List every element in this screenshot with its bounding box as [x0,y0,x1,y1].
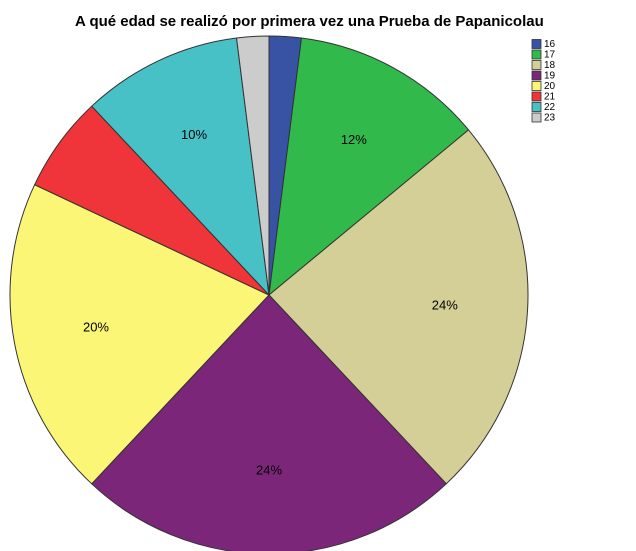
legend-swatch [531,70,542,81]
data-label: 12% [341,132,367,147]
pie-slice [90,37,270,297]
legend-label: 21 [544,92,556,103]
legend-swatch [531,91,542,102]
data-label: 24% [256,463,282,478]
data-label: 10% [181,127,207,142]
legend-label: 19 [544,71,556,82]
legend-swatch [531,49,542,60]
legend-label: 20 [544,81,556,92]
legend-swatch [531,112,542,123]
pie-slice [268,37,470,297]
legend-swatch [531,39,542,49]
pie-slice [90,294,448,551]
legend-swatch [531,60,542,70]
legend-label: 23 [544,113,556,124]
legend-label: 18 [544,60,556,71]
legend-label: 16 [544,39,556,50]
legend-label: 17 [544,50,556,61]
pie-slice [9,184,270,485]
pie-slice [268,129,529,485]
legend-label: 22 [544,102,556,113]
legend-swatch [531,81,542,91]
data-label: 24% [432,297,458,312]
legend-swatch [531,102,542,112]
chart-title: A qué edad se realizó por primera vez un… [75,13,544,30]
pie-slice [235,35,270,296]
data-label: 20% [83,319,109,334]
